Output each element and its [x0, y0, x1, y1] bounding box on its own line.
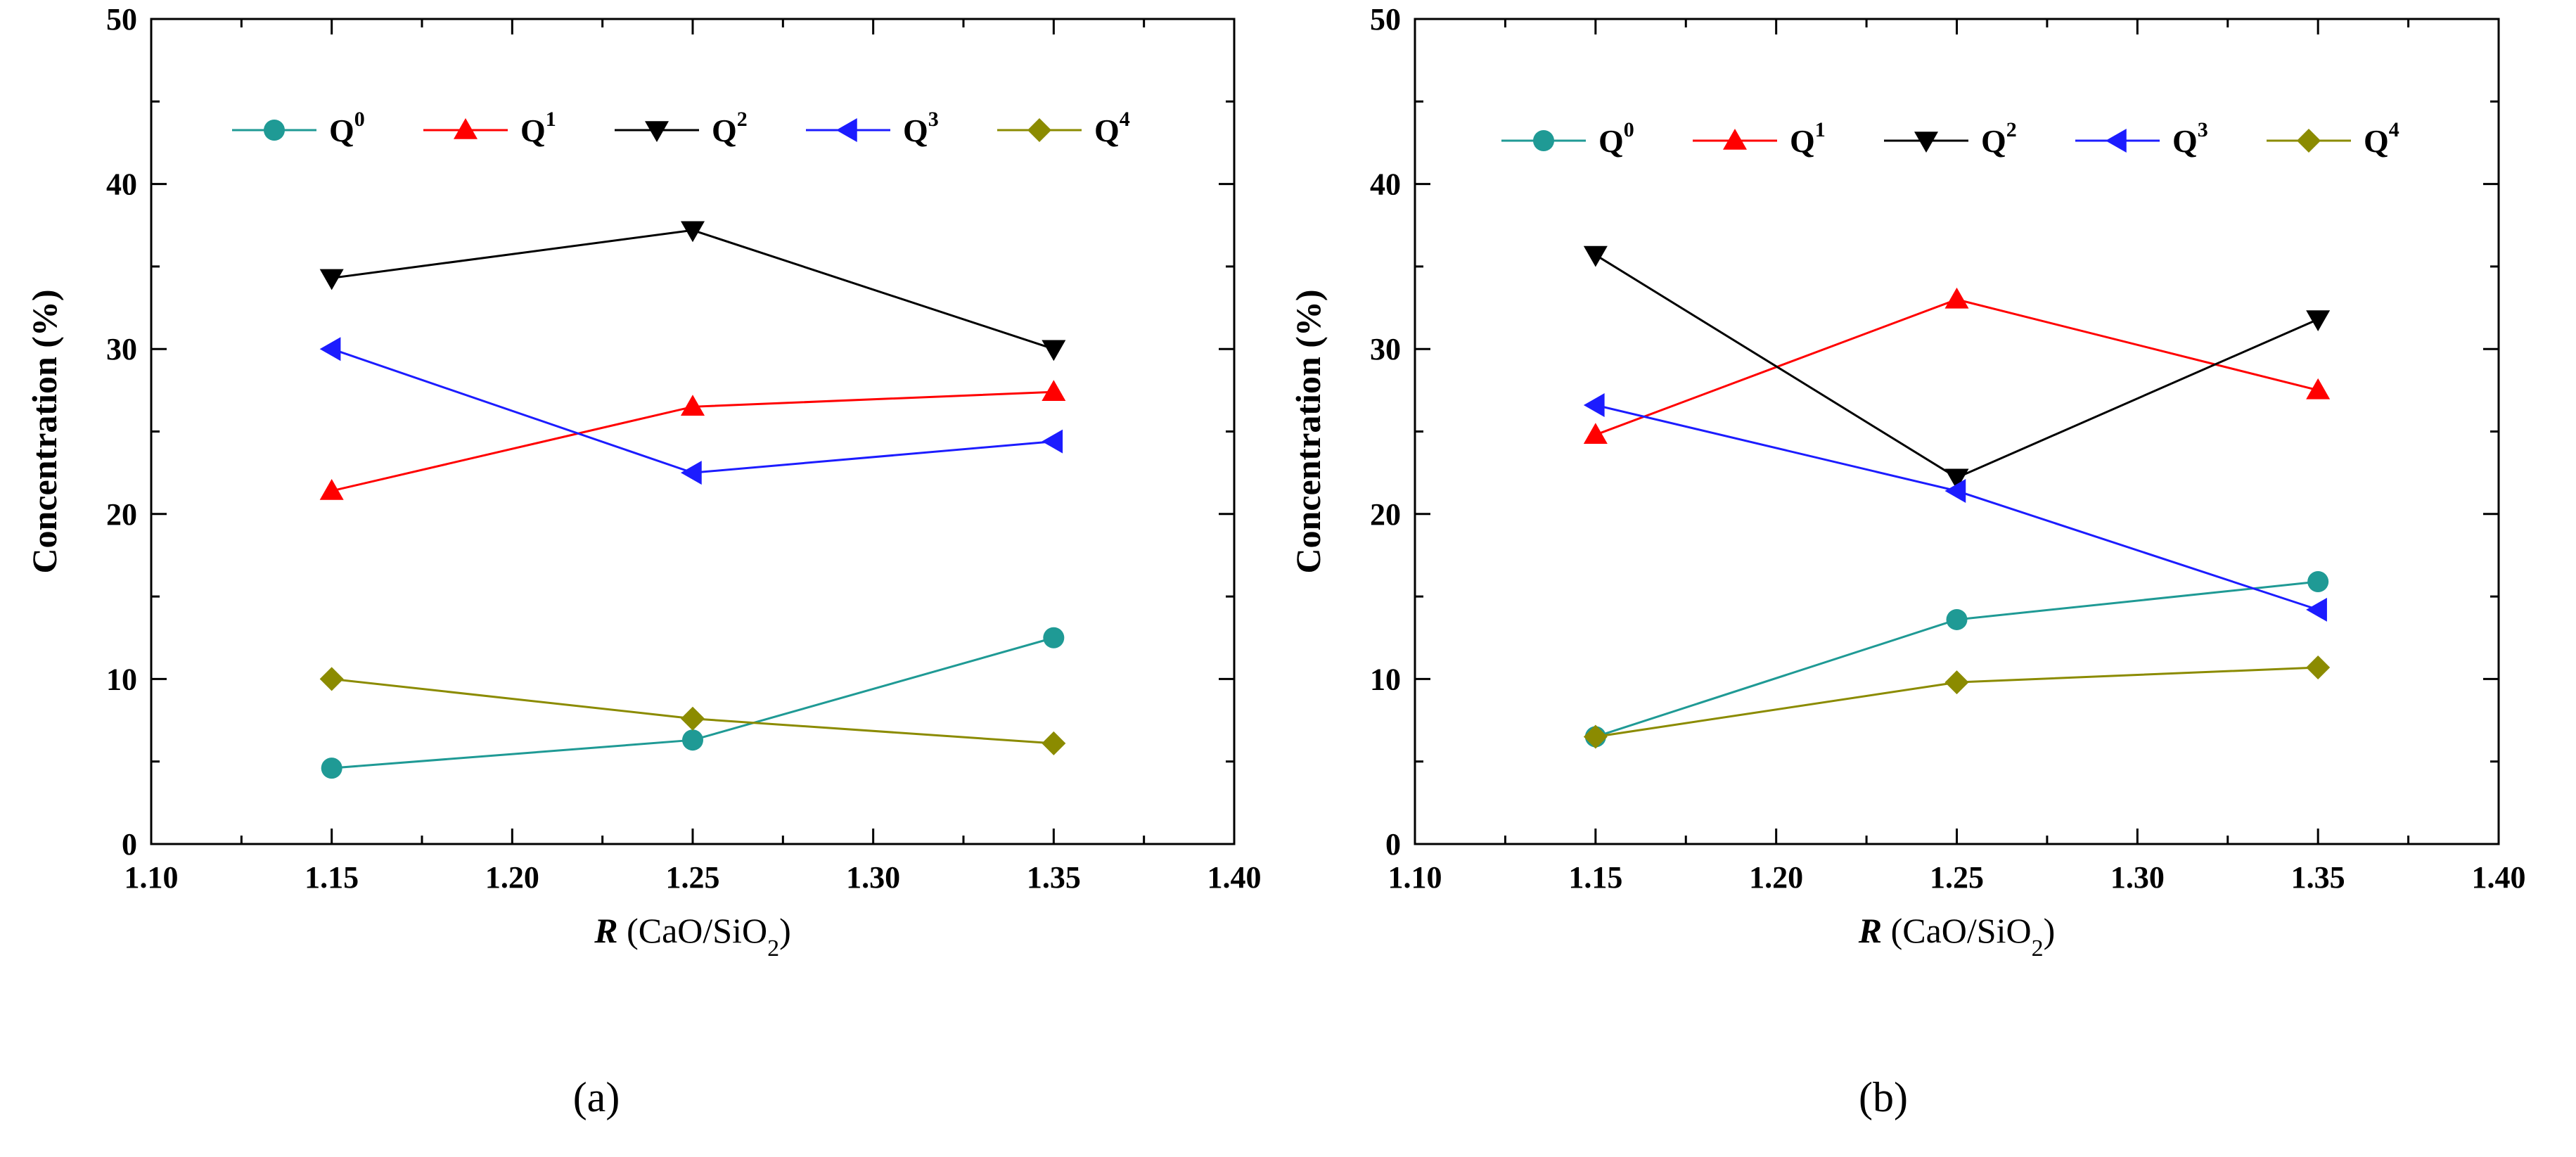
data-point-q1	[1944, 287, 1969, 309]
y-tick-label: 10	[1370, 662, 1401, 696]
data-point-q0	[2307, 570, 2329, 592]
x-tick-label: 1.25	[666, 860, 720, 895]
y-tick-label: 0	[1385, 827, 1401, 862]
panel-label: (b)	[1859, 1074, 1908, 1120]
series-line-q0	[1595, 580, 2319, 738]
data-point-q2	[2306, 310, 2331, 331]
x-tick-label: 1.25	[1930, 860, 1984, 895]
legend-marker-q2	[645, 121, 669, 142]
y-tick-label: 50	[106, 2, 137, 37]
legend-marker-q0	[264, 120, 285, 141]
y-tick-label: 30	[106, 332, 137, 366]
data-point-q1	[2306, 378, 2331, 399]
legend-label-q0: Q0	[1598, 118, 1634, 159]
panel-label: (a)	[573, 1074, 620, 1120]
legend-label-q2: Q2	[712, 108, 748, 148]
data-point-q4	[319, 667, 344, 691]
legend-marker-q4	[1027, 118, 1051, 142]
data-point-q4	[681, 706, 705, 731]
legend-label-q4: Q4	[2364, 118, 2399, 159]
data-point-q2	[1583, 245, 1608, 267]
x-tick-label: 1.20	[1749, 860, 1803, 895]
y-axis-label: Concentration (%)	[1288, 289, 1328, 573]
data-point-q3	[681, 461, 702, 485]
legend-label-q2: Q2	[1981, 118, 2017, 159]
data-point-q0	[1043, 627, 1065, 648]
x-tick-label: 1.10	[124, 860, 179, 895]
legend-label-q0: Q0	[329, 108, 365, 148]
data-point-q4	[1583, 724, 1608, 749]
y-tick-label: 50	[1370, 2, 1401, 37]
y-tick-label: 20	[1370, 497, 1401, 532]
y-axis-label: Concentration (%)	[25, 289, 64, 573]
x-tick-label: 1.30	[846, 860, 900, 895]
plot-frame	[1414, 18, 2500, 845]
x-tick-label: 1.40	[1207, 860, 1262, 895]
data-point-q2	[681, 221, 705, 243]
data-point-q0	[682, 729, 703, 751]
x-axis-label: R (CaO/SiO2)	[1858, 911, 2056, 961]
x-tick-label: 1.10	[1388, 860, 1442, 895]
data-point-q4	[2306, 655, 2331, 679]
data-point-q1	[319, 478, 344, 500]
chart-panel-a: 1.10 1.15 1.20 1.25 1.30 1.35 1.40 0 10 20 30 40 50 R…	[25, 2, 1262, 1120]
x-tick-label: 1.40	[2472, 860, 2526, 895]
data-point-q4	[1944, 670, 1969, 695]
y-tick-label: 0	[122, 827, 137, 862]
data-point-q1	[681, 395, 705, 416]
legend-label-q3: Q3	[903, 108, 939, 148]
y-tick-label: 30	[1370, 332, 1401, 366]
legend-marker-q1	[1723, 129, 1747, 150]
data-point-q2	[1944, 468, 1969, 490]
y-tick-label: 10	[106, 662, 137, 696]
data-point-q3	[1042, 429, 1063, 454]
data-point-q2	[319, 269, 344, 290]
data-point-q0	[321, 758, 342, 779]
data-point-q3	[1583, 392, 1605, 417]
legend-label-q3: Q3	[2172, 118, 2208, 159]
legend-marker-q0	[1533, 130, 1554, 151]
legend-marker-q2	[1914, 132, 1938, 153]
y-tick-label: 20	[106, 497, 137, 532]
chart-panel-b: 1.10 1.15 1.20 1.25 1.30 1.35 1.40 0 10 20 30 40 50 R…	[1288, 2, 2526, 1120]
x-tick-label: 1.15	[1568, 860, 1622, 895]
data-point-q3	[2306, 597, 2327, 622]
legend-label-q1: Q1	[520, 108, 556, 148]
y-tick-label: 40	[1370, 167, 1401, 202]
legend-label-q4: Q4	[1094, 108, 1130, 148]
legend-marker-q4	[2297, 129, 2321, 153]
data-point-q2	[1042, 340, 1066, 362]
legend-marker-q3	[2106, 129, 2127, 153]
data-point-q3	[1944, 478, 1966, 503]
x-tick-label: 1.15	[305, 860, 359, 895]
legend-label-q1: Q1	[1790, 118, 1826, 159]
series-line-q2	[331, 229, 1054, 350]
x-tick-label: 1.30	[2110, 860, 2165, 895]
x-tick-label: 1.20	[485, 860, 539, 895]
x-axis-label: R (CaO/SiO2)	[594, 911, 791, 961]
legend-marker-q1	[454, 118, 478, 139]
data-point-q1	[1042, 380, 1066, 401]
series-line-q3	[1595, 404, 2319, 611]
legend-marker-q3	[836, 118, 857, 142]
data-point-q4	[1042, 731, 1066, 755]
data-point-q0	[1946, 608, 1968, 630]
data-point-q1	[1583, 423, 1608, 444]
data-point-q3	[319, 337, 341, 362]
x-tick-label: 1.35	[2291, 860, 2345, 895]
x-tick-label: 1.35	[1027, 860, 1081, 895]
y-tick-label: 40	[106, 167, 137, 202]
